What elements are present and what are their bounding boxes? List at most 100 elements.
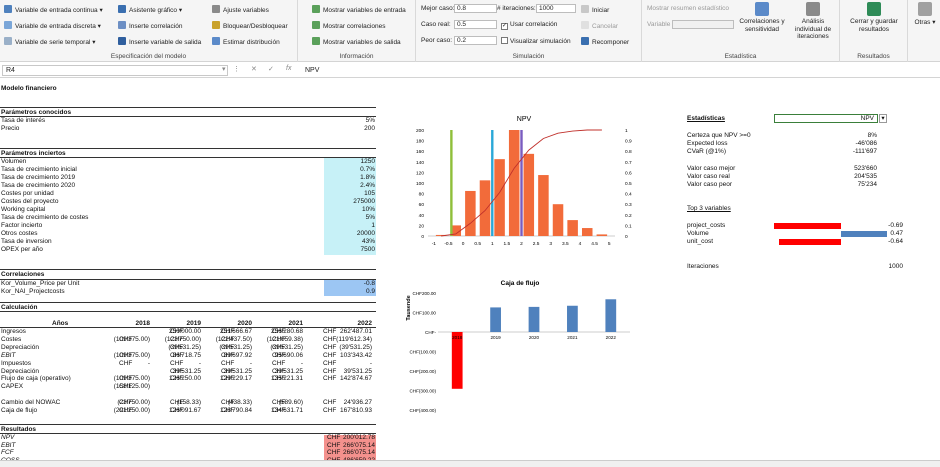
calc-cell[interactable]: - bbox=[300, 359, 303, 367]
calc-cell[interactable]: (121'059.38) bbox=[266, 335, 303, 343]
calc-cell[interactable]: 134'631.71 bbox=[271, 407, 303, 414]
inciertos-value[interactable]: 1 bbox=[371, 221, 375, 229]
calc-row-label[interactable]: Caja de flujo bbox=[1, 407, 38, 414]
variable-continua-button[interactable]: Variable de entrada continua ▾ bbox=[4, 5, 103, 15]
stats-variable-select[interactable]: NPV bbox=[774, 114, 878, 123]
calc-cell[interactable]: 256'280.68 bbox=[271, 328, 303, 335]
calc-cell[interactable]: 89'697.92 bbox=[223, 351, 252, 359]
calc-cell[interactable]: - bbox=[147, 359, 150, 367]
inciertos-label[interactable]: Tasa de crecimiento 2020 bbox=[1, 181, 76, 189]
calc-cell[interactable]: (39'531.25) bbox=[270, 343, 303, 351]
calc-cell[interactable]: 262'487.01 bbox=[340, 328, 372, 335]
iteraciones-input[interactable]: 1000 bbox=[536, 4, 576, 13]
mostrar-resumen-button[interactable]: Mostrar resumen estadístico bbox=[647, 5, 730, 12]
correlaciones-sensitividad-button[interactable]: Correlaciones y sensitividad bbox=[739, 2, 785, 42]
mostrar-entrada-button[interactable]: Mostrar variables de entrada bbox=[312, 5, 406, 15]
variable-serie-button[interactable]: Variable de serie temporal ▾ bbox=[4, 37, 95, 47]
usar-correlacion-checkbox[interactable]: ✓ Usar correlación bbox=[501, 21, 557, 30]
result-label[interactable]: NPV bbox=[1, 434, 15, 441]
calc-row-label[interactable]: Ingresos bbox=[1, 328, 26, 335]
calc-cell[interactable]: - bbox=[249, 359, 252, 367]
fx-icon[interactable]: fx bbox=[286, 65, 292, 72]
inciertos-label[interactable]: Otros costes bbox=[1, 229, 38, 237]
estimar-distribucion-button[interactable]: Estimar distribución bbox=[212, 37, 280, 47]
name-box-dropdown-icon[interactable]: ▾ bbox=[222, 66, 226, 73]
calc-row-label[interactable]: Flujo de caja (operativo) bbox=[1, 375, 71, 383]
calc-row-label[interactable]: Depreciación bbox=[1, 343, 39, 351]
calc-cell[interactable]: (122'437.50) bbox=[215, 335, 252, 343]
calc-cell[interactable]: 39'531.25 bbox=[274, 367, 303, 375]
correlacion-value[interactable]: 0.9 bbox=[365, 288, 375, 295]
calc-row-label[interactable]: Cambio del NOWAC bbox=[1, 399, 61, 407]
inciertos-label[interactable]: Tasa de crecimiento de costes bbox=[1, 213, 89, 221]
calc-cell[interactable]: - bbox=[198, 359, 201, 367]
conocidos-value[interactable]: 5% bbox=[365, 117, 375, 124]
calc-cell[interactable]: 126'091.67 bbox=[169, 407, 201, 414]
conocidos-value[interactable]: 200 bbox=[364, 124, 375, 132]
calc-cell[interactable]: (119'612.34) bbox=[336, 335, 372, 343]
caso-real-input[interactable]: 0.5 bbox=[454, 20, 497, 29]
inciertos-label[interactable]: Costes del proyecto bbox=[1, 197, 59, 205]
mostrar-correlaciones-button[interactable]: Mostrar correlaciones bbox=[312, 21, 386, 31]
inciertos-label[interactable]: Working capital bbox=[1, 205, 46, 213]
result-label[interactable]: FCF bbox=[1, 449, 14, 457]
bloquear-button[interactable]: Bloquear/Desbloquear bbox=[212, 21, 288, 31]
conocidos-label[interactable]: Precio bbox=[1, 124, 20, 132]
cancelar-button[interactable]: Cancelar bbox=[581, 21, 618, 31]
calc-cell[interactable]: (39'531.25) bbox=[339, 343, 372, 351]
inciertos-value[interactable]: 1.8% bbox=[360, 173, 375, 181]
calc-cell[interactable]: (23'750.00) bbox=[117, 399, 150, 407]
variable-discreta-button[interactable]: Variable de entrada discreta ▾ bbox=[4, 21, 101, 31]
result-value[interactable]: 266'075.14 bbox=[343, 441, 375, 449]
calc-cell[interactable]: 86'718.75 bbox=[172, 351, 201, 359]
calc-cell[interactable]: (291'250.00) bbox=[113, 407, 150, 414]
asistente-grafico-button[interactable]: Asistente gráfico ▾ bbox=[118, 5, 182, 15]
conocidos-label[interactable]: Tasa de interés bbox=[1, 117, 46, 124]
inserte-salida-button[interactable]: Inserte variable de salida bbox=[118, 37, 201, 47]
ajuste-variables-button[interactable]: Ajuste variables bbox=[212, 5, 269, 15]
variable-select[interactable] bbox=[672, 20, 734, 29]
calc-cell[interactable]: (109'375.00) bbox=[113, 375, 150, 383]
calc-row-label[interactable]: EBIT bbox=[1, 351, 16, 359]
calc-cell[interactable]: (589.60) bbox=[278, 399, 303, 407]
result-label[interactable]: EBIT bbox=[1, 441, 16, 449]
inciertos-value[interactable]: 7500 bbox=[360, 246, 375, 254]
stats-select-dropdown-icon[interactable]: ▾ bbox=[879, 114, 887, 123]
calc-cell[interactable]: (39'531.25) bbox=[168, 343, 201, 351]
calc-cell[interactable]: 167'810.93 bbox=[340, 407, 372, 414]
calc-row-label[interactable]: Costes bbox=[1, 335, 22, 343]
visualizar-simulacion-checkbox[interactable]: Visualizar simulación bbox=[501, 37, 571, 46]
calc-cell[interactable]: (438.33) bbox=[227, 399, 252, 407]
formula-input[interactable]: NPV bbox=[305, 67, 320, 74]
calc-cell[interactable]: (158'125.00) bbox=[113, 383, 150, 391]
inciertos-value[interactable]: 10% bbox=[361, 205, 375, 213]
calc-cell[interactable]: 128'790.84 bbox=[220, 407, 252, 414]
correlacion-label[interactable]: Kor_NAI_Projectcosts bbox=[1, 288, 65, 295]
calc-cell[interactable]: - bbox=[369, 359, 372, 367]
calc-cell[interactable]: 103'343.42 bbox=[340, 351, 372, 359]
calc-cell[interactable]: (39'531.25) bbox=[219, 343, 252, 351]
name-box[interactable]: R4 bbox=[2, 65, 228, 76]
calc-cell[interactable]: 95'690.06 bbox=[274, 351, 303, 359]
result-value[interactable]: 266'075.14 bbox=[343, 449, 375, 457]
inciertos-value[interactable]: 2.4% bbox=[360, 181, 375, 189]
peor-caso-input[interactable]: 0.2 bbox=[454, 36, 497, 45]
mostrar-salida-button[interactable]: Mostrar variables de salida bbox=[312, 37, 401, 47]
result-value[interactable]: 200'012.78 bbox=[343, 434, 375, 441]
inciertos-value[interactable]: 43% bbox=[361, 238, 375, 245]
iniciar-button[interactable]: Iniciar bbox=[581, 5, 609, 15]
inciertos-label[interactable]: Tasa de inversion bbox=[1, 238, 52, 245]
calc-cell[interactable]: 129'229.17 bbox=[220, 375, 252, 383]
correlacion-label[interactable]: Kor_Volume_Price per Unit bbox=[1, 280, 80, 287]
analisis-individual-button[interactable]: Análisis individual de iteraciones bbox=[788, 2, 838, 42]
mejor-caso-input[interactable]: 0.8 bbox=[454, 4, 497, 13]
calc-cell[interactable]: 250'000.00 bbox=[169, 328, 201, 335]
enter-check-icon[interactable]: ✓ bbox=[268, 66, 274, 73]
inciertos-value[interactable]: 5% bbox=[365, 213, 375, 221]
calc-cell[interactable]: 126'250.00 bbox=[169, 375, 201, 383]
calc-cell[interactable]: (158.33) bbox=[176, 399, 201, 407]
inciertos-value[interactable]: 0.7% bbox=[360, 165, 375, 173]
inciertos-label[interactable]: Factor incierto bbox=[1, 221, 43, 229]
calc-cell[interactable]: (123'750.00) bbox=[164, 335, 201, 343]
inciertos-value[interactable]: 1250 bbox=[360, 157, 375, 165]
